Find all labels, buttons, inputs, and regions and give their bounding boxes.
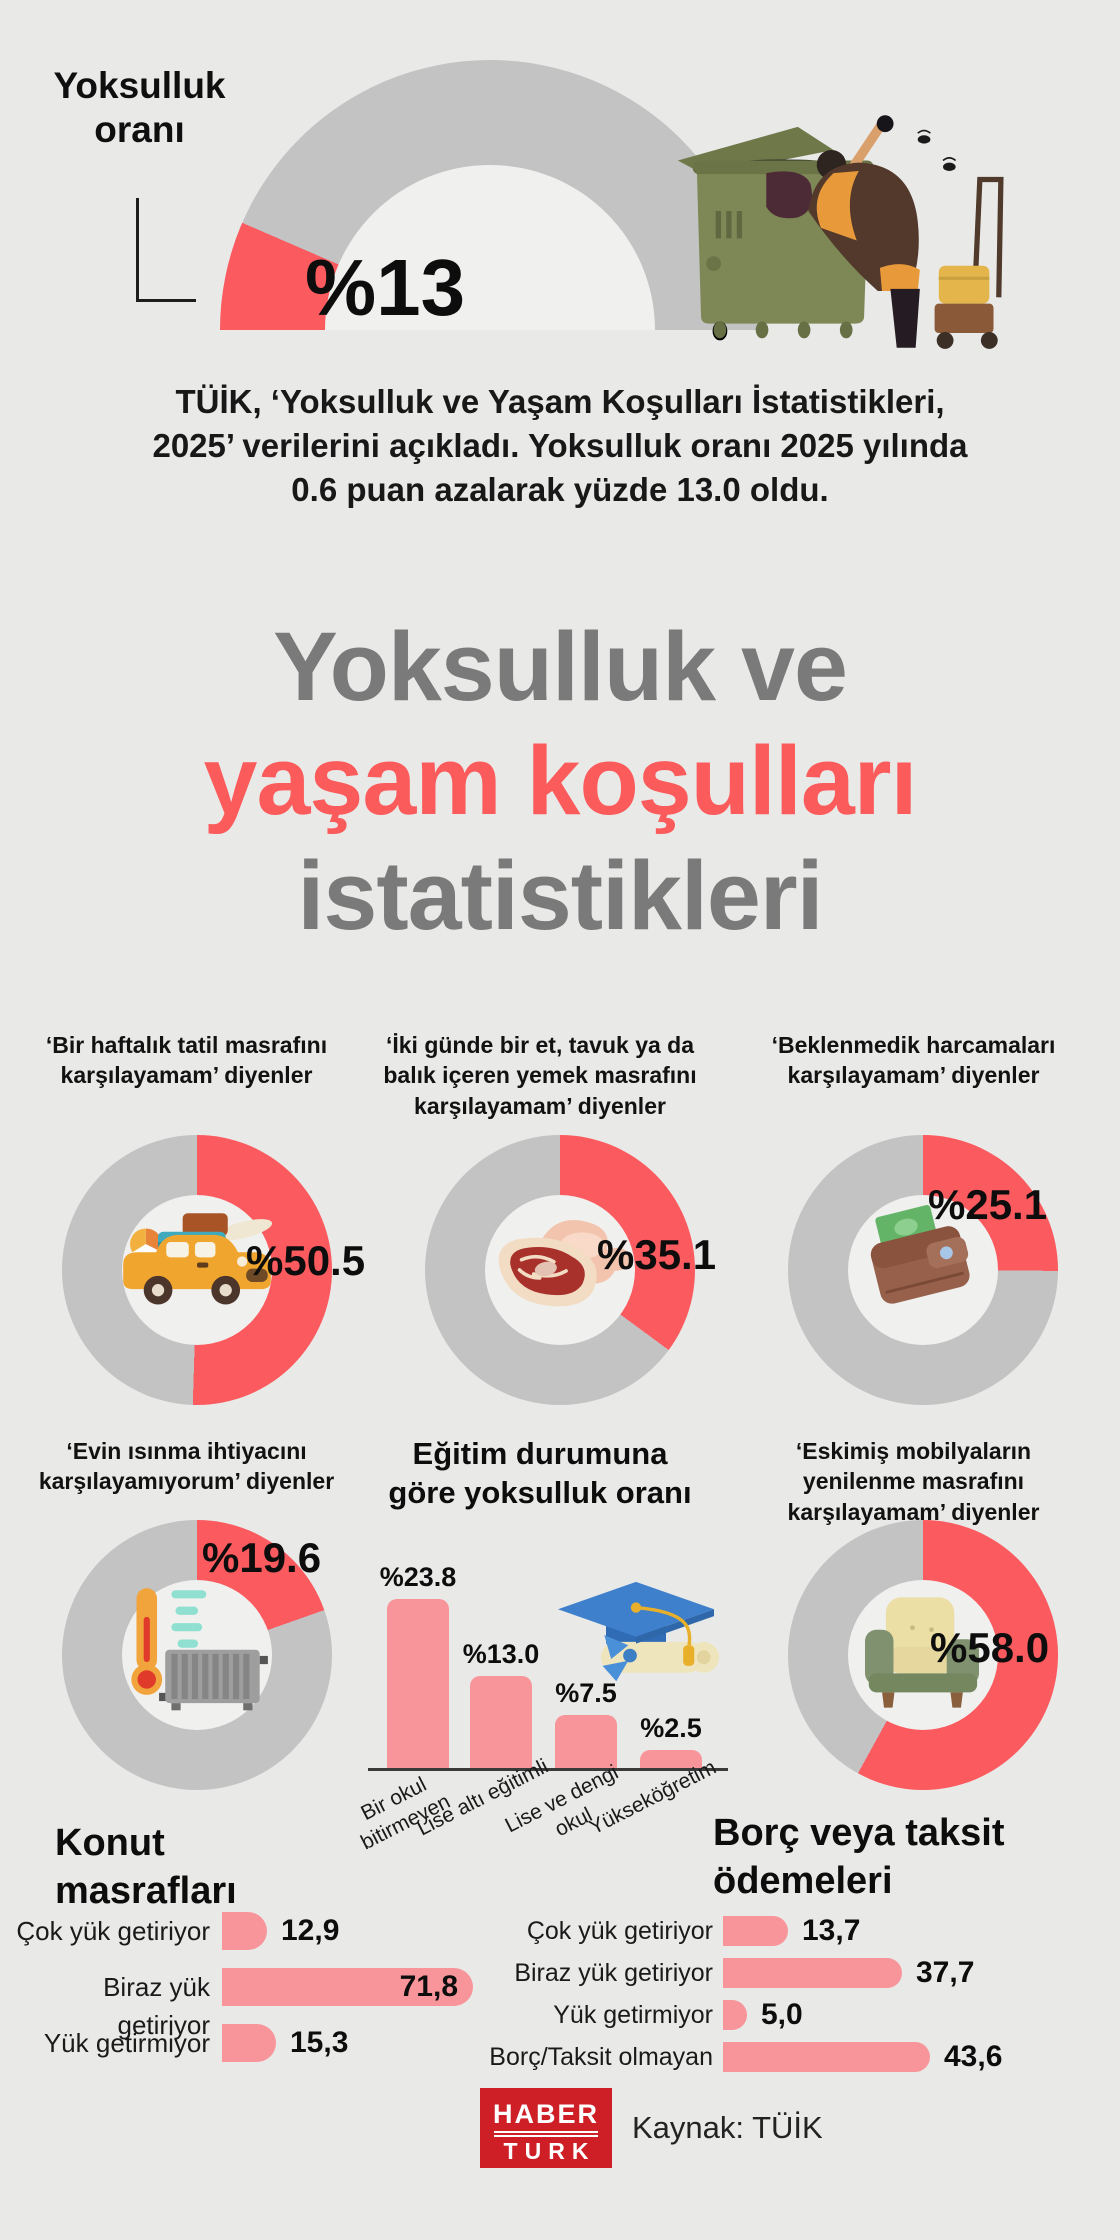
dumpster-scene-illustration (677, 115, 1004, 349)
car-luggage-icon (123, 1213, 273, 1305)
donut-chart-furniture: %58.0 (788, 1520, 1058, 1790)
donut-unexpected-value: %25.1 (928, 1181, 1048, 1228)
donut-furniture-title: ‘Eskimiş mobilyaların yenilenme masrafın… (787, 1438, 1040, 1525)
donut-heating-title: ‘Evin ısınma ihtiyacını karşılayamıyorum… (38, 1438, 335, 1495)
debt-bar (723, 2000, 747, 2030)
debt-row-label: Biraz yük getiriyor (514, 1959, 713, 1987)
donut-meat-value: %35.1 (597, 1231, 717, 1278)
donut-furniture-value: %58.0 (930, 1624, 1050, 1671)
debt-bar-value: 13,7 (802, 1914, 861, 1947)
housing-bar (222, 1912, 267, 1950)
debt-bar-value: 43,6 (944, 2040, 1003, 2073)
connector-line-vertical (136, 198, 139, 302)
wallet-icon (870, 1205, 970, 1304)
connector-line-horizontal (136, 299, 196, 302)
education-bar-value: %23.8 (379, 1562, 457, 1592)
main-title-line3: istatistikleri (297, 840, 823, 950)
housing-bar-value: 12,9 (281, 1914, 340, 1947)
poverty-gauge: %13 (220, 60, 760, 330)
logo-rule (494, 2131, 598, 2133)
donut-chart-holiday: %50.5 (62, 1135, 365, 1405)
donut-heating-value: %19.6 (202, 1534, 322, 1581)
debt-chart-title: Borç veya taksit ödemeleri (713, 1812, 1005, 1902)
debt-row-label: Yük getirmiyor (553, 2001, 713, 2029)
education-chart-title: Eğitim durumuna göre yoksulluk oranı (388, 1436, 692, 1511)
donut-chart-unexpected: %25.1 (788, 1135, 1058, 1405)
housing-row-label: Yük getirmiyor (43, 2028, 210, 2058)
housing-bar (222, 1968, 473, 2006)
radiator-thermometer-icon (131, 1588, 268, 1711)
housing-chart-title: Konut masrafları (55, 1822, 237, 1912)
donut-chart-meat: %35.1 (425, 1135, 716, 1405)
main-title-line2: yaşam koşulları (203, 726, 918, 836)
education-bar (555, 1715, 617, 1768)
logo-rule2 (494, 2135, 598, 2137)
source-text: Kaynak: TÜİK (632, 2110, 823, 2145)
education-bar-value: %7.5 (555, 1678, 617, 1708)
debt-row-label: Çok yük getiriyor (526, 1917, 713, 1945)
main-title: Yoksulluk ve yaşam koşulları istatistikl… (0, 610, 1120, 953)
main-title-line1: Yoksulluk ve (273, 612, 848, 721)
education-bar-value: %2.5 (640, 1713, 702, 1743)
donut-chart-heating: %19.6 (62, 1520, 332, 1790)
cart-icon (934, 176, 1004, 349)
armchair-icon (865, 1597, 979, 1708)
debt-bar-value: 37,7 (916, 1956, 975, 1989)
intro-text: TÜİK, ‘Yoksulluk ve Yaşam Koşulları İsta… (152, 383, 968, 509)
donut-unexpected-title: ‘Beklenmedik harcamaları karşılayamam’ d… (771, 1032, 1056, 1089)
education-bar-value: %13.0 (462, 1639, 540, 1669)
flies-icon (917, 129, 957, 172)
donut-meat-title: ‘İki günde bir et, tavuk ya da balık içe… (383, 1032, 697, 1119)
education-bar (387, 1599, 449, 1768)
gauge-title: Yoksulluk oranı (53, 65, 226, 151)
debt-bar (723, 1958, 902, 1988)
graduation-cap-icon (558, 1581, 720, 1682)
education-bar (640, 1750, 702, 1768)
housing-row-label: Biraz yük getiriyor (103, 1972, 210, 2040)
housing-bar (222, 2024, 276, 2062)
education-bar-chart: %23.8 Bir okul bitirmeyen %13.0 Lise altı e… (357, 1562, 732, 1895)
debt-bar (723, 2042, 930, 2072)
housing-bar-value: 15,3 (290, 2026, 349, 2059)
education-axis-line (368, 1768, 728, 1771)
debt-row-label: Borç/Taksit olmayan (489, 2043, 713, 2071)
housing-bar-value: 71,8 (399, 1970, 458, 2003)
debt-bar (723, 1916, 788, 1946)
logo-line1: HABER (492, 2099, 599, 2129)
education-bar (470, 1676, 532, 1768)
gauge-value: %13 (304, 243, 466, 330)
meat-icon (498, 1220, 631, 1307)
donut-holiday-title: ‘Bir haftalık tatil masrafını karşılayam… (45, 1032, 328, 1089)
person-in-dumpster-icon (808, 115, 920, 348)
housing-row-label: Çok yük getiriyor (16, 1916, 210, 1946)
logo-line2: TURK (503, 2138, 596, 2164)
donut-holiday-value: %50.5 (246, 1237, 366, 1284)
debt-bar-value: 5,0 (761, 1998, 803, 2031)
haberturk-logo: HABER TURK (480, 2088, 612, 2168)
